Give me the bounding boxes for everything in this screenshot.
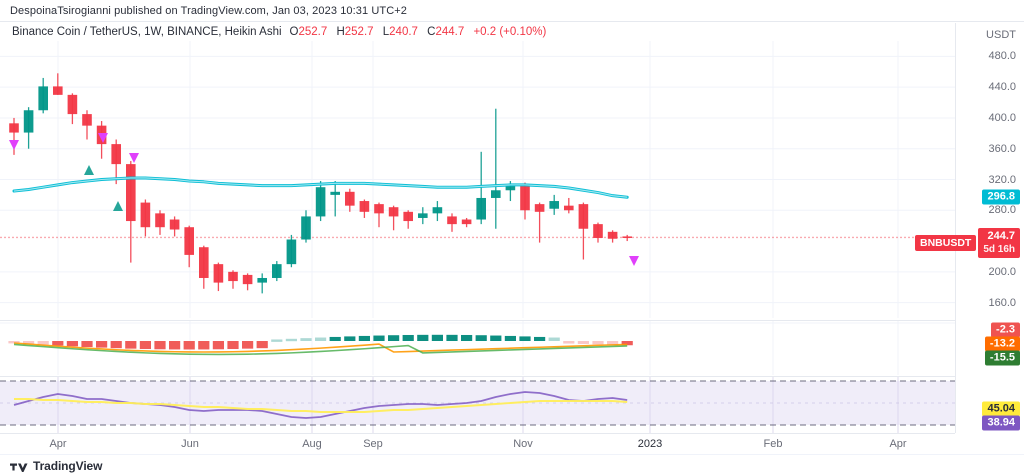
macd-badge-1-value: -13.2 xyxy=(989,337,1015,350)
macd-badge-0: -2.3 xyxy=(991,322,1020,338)
macd-badge-0-value: -2.3 xyxy=(996,323,1015,336)
publisher-bar: DespoinaTsirogianni published on Trading… xyxy=(0,0,1024,22)
publisher-text: DespoinaTsirogianni published on Trading… xyxy=(10,4,408,17)
legend-change: +0.2 (+0.10%) xyxy=(473,26,547,38)
legend-symbol-title[interactable]: Binance Coin / TetherUS, 1W, BINANCE, He… xyxy=(12,26,282,38)
time-axis-tick: Jun xyxy=(181,438,199,450)
price-plot xyxy=(0,41,955,318)
stochastic-badge-0-value: 45.04 xyxy=(987,402,1015,415)
last-price-badge: 244.7 5d 16h xyxy=(978,227,1020,258)
tradingview-logo-icon xyxy=(10,463,28,472)
ohlc-high: H252.7 xyxy=(336,26,374,38)
macd-badge-2-value: -15.5 xyxy=(989,351,1015,364)
macd-plot xyxy=(0,321,955,375)
time-axis-tick: 2023 xyxy=(637,438,663,450)
stochastic-pane[interactable] xyxy=(0,376,955,434)
price-axis-tick: 480.0 xyxy=(988,50,1016,63)
time-axis-tick: Feb xyxy=(763,438,783,450)
chart-canvas-area[interactable] xyxy=(0,41,955,434)
footer-bar: TradingView xyxy=(0,454,1024,476)
chart-legend: Binance Coin / TetherUS, 1W, BINANCE, He… xyxy=(0,23,1024,41)
time-axis-tick: Apr xyxy=(49,438,67,450)
price-axis-tick: 320.0 xyxy=(988,173,1016,186)
price-axis-tick: 440.0 xyxy=(988,81,1016,94)
axis-currency-unit: USDT xyxy=(986,29,1016,41)
price-axis-tick: 200.0 xyxy=(988,265,1016,278)
time-axis-tick: Aug xyxy=(302,438,322,450)
legend-ohlc-values: O252.7 H252.7 L240.7 C244.7 +0.2 (+0.10%… xyxy=(290,26,547,38)
macd-badge-1: -13.2 xyxy=(984,336,1020,352)
price-axis-tick: 280.0 xyxy=(988,204,1016,217)
price-pane[interactable] xyxy=(0,41,955,318)
ohlc-close: C244.7 xyxy=(427,26,465,38)
ma-value-badge-value: 296.8 xyxy=(987,190,1015,203)
stochastic-plot xyxy=(0,377,955,434)
last-price-badge-countdown: 5d 16h xyxy=(983,243,1015,255)
ohlc-low: L240.7 xyxy=(382,26,418,38)
ohlc-open: O252.7 xyxy=(289,26,328,38)
stochastic-badge-1-value: 38.94 xyxy=(987,416,1015,429)
macd-pane[interactable] xyxy=(0,320,955,375)
last-price-badge-value: 244.7 xyxy=(987,229,1015,242)
time-axis-tick: Sep xyxy=(363,438,383,450)
symbol-price-tag: BNBUSDT xyxy=(915,234,977,251)
price-axis-tick: 400.0 xyxy=(988,111,1016,124)
tradingview-brand-text: TradingView xyxy=(33,458,103,473)
stochastic-badge-0: 45.04 xyxy=(982,401,1020,417)
price-axis-tick: 160.0 xyxy=(988,296,1016,309)
price-axis[interactable]: USDT 480.0 440.0 400.0 360.0 320.0 280.0 200.0… xyxy=(955,23,1024,433)
ma-value-badge: 296.8 xyxy=(982,189,1020,205)
price-axis-tick: 360.0 xyxy=(988,142,1016,155)
time-axis[interactable]: Apr Jun Aug Sep Nov 2023 Feb Apr xyxy=(0,433,955,455)
time-axis-tick: Nov xyxy=(513,438,533,450)
macd-badge-2: -15.5 xyxy=(984,350,1020,366)
stochastic-badge-1: 38.94 xyxy=(982,415,1020,431)
time-axis-tick: Apr xyxy=(889,438,907,450)
